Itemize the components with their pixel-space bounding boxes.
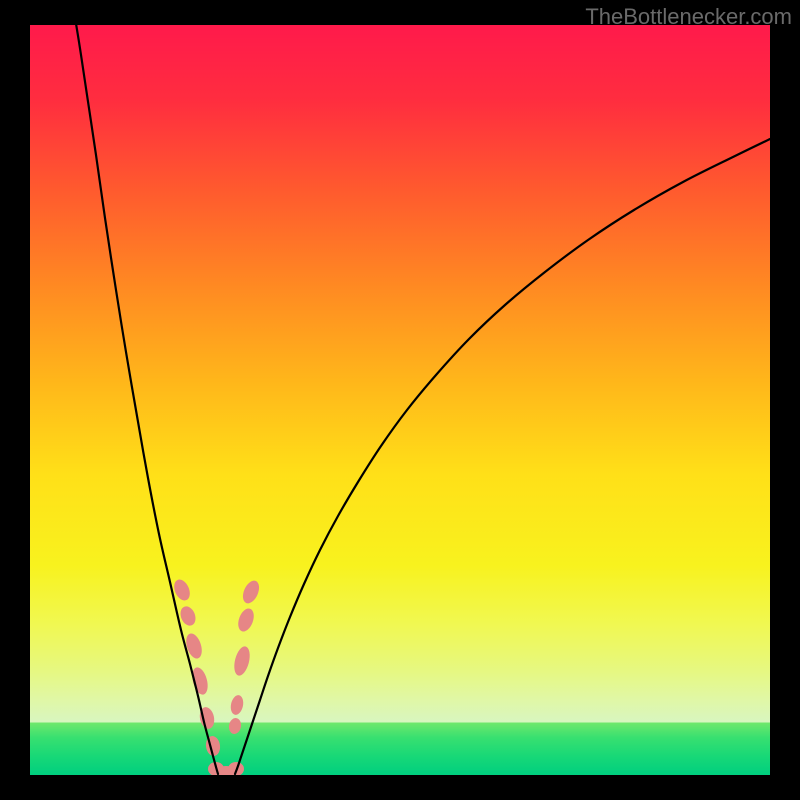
bottleneck-curve-plot — [0, 0, 800, 800]
watermark-text: TheBottlenecker.com — [585, 4, 792, 30]
chart-stage: TheBottlenecker.com — [0, 0, 800, 800]
